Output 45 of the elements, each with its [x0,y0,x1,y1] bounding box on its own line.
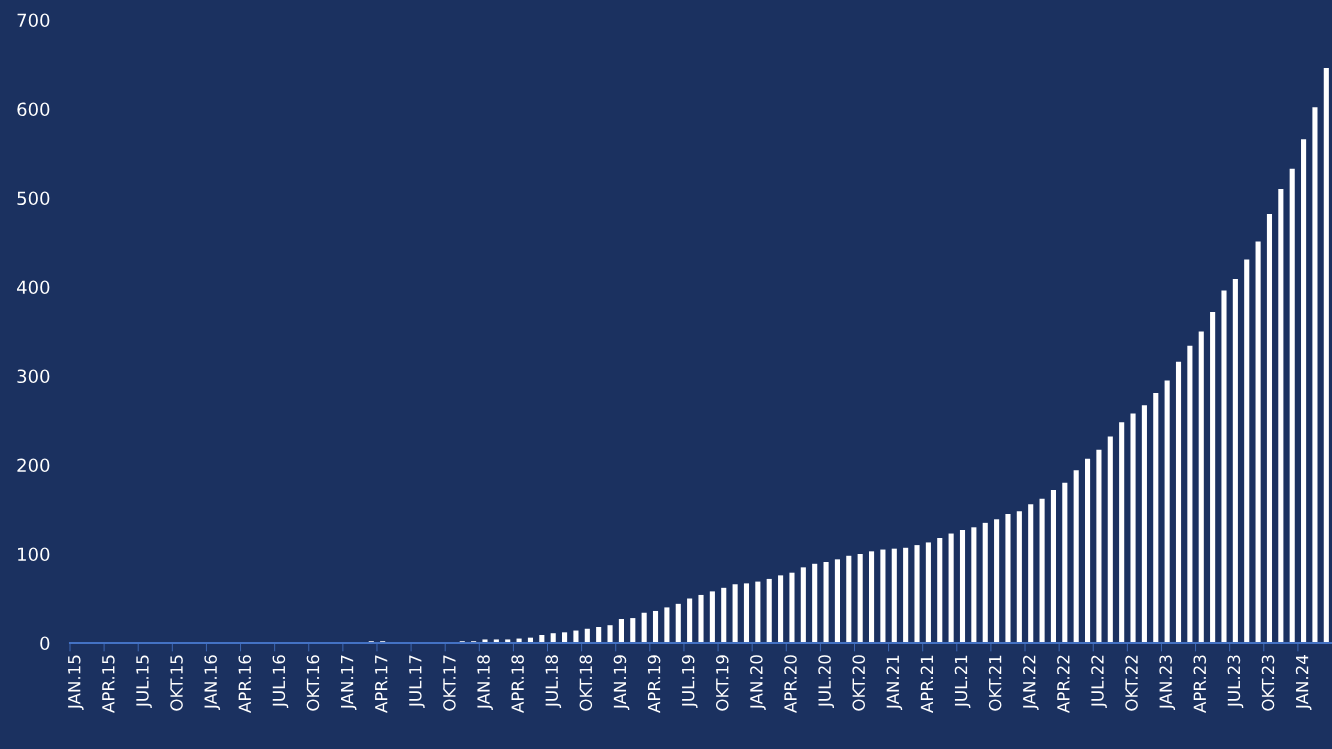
x-tick-label: OKT.21 [988,655,1002,711]
y-tick-label: 0 [40,636,50,651]
x-tick-label: OKT.15 [170,655,183,711]
x-tick-label: JAN.24 [1295,655,1312,710]
x-tick-label: APR.21 [920,655,933,713]
x-tick-label: APR.15 [102,655,115,713]
x-tick-label: OKT.23 [1261,655,1275,711]
x-tick-label: JAN.18 [477,655,493,710]
x-tick-label: JAN.19 [613,655,630,710]
x-tick-label: JUL.19 [681,655,698,708]
y-tick-label: 100 [18,547,50,562]
y-tick-label: 200 [17,458,50,473]
x-tick-label: JUL.21 [954,655,971,708]
x-tick-label: JAN.23 [1159,655,1176,710]
x-tick-label: OKT.19 [715,655,729,711]
x-tick-label: APR.17 [375,655,388,713]
x-tick-label: APR.23 [1193,655,1207,713]
x-tick-label: OKT.17 [443,655,456,711]
x-tick-label: JUL.23 [1227,655,1244,708]
x-tick-label: JAN.17 [341,655,357,710]
y-tick-label: 700 [17,13,50,28]
x-tick-label: APR.19 [647,655,661,713]
x-tick-label: OKT.18 [579,655,593,711]
x-tick-label: JAN.21 [886,655,903,710]
y-tick-label: 600 [17,102,50,117]
x-tick-label: APR.20 [784,655,797,713]
x-tick-label: APR.18 [511,655,524,713]
x-tick-label: OKT.20 [852,655,866,711]
x-tick-label: JAN.15 [68,655,84,710]
x-tick-label: OKT.22 [1125,655,1138,711]
x-tick-label: JUL.18 [545,655,562,708]
x-tick-label: APR.16 [238,655,252,713]
x-tick-label: JAN.16 [204,655,221,710]
x-tick-label: JUL.15 [136,655,152,708]
x-tick-label: JUL.16 [272,655,289,708]
y-tick-label: 500 [17,191,50,206]
y-tick-label: 400 [16,280,50,295]
x-tick-label: JAN.20 [750,655,766,710]
x-tick-label: OKT.16 [306,655,320,711]
x-tick-label: JUL.17 [409,655,425,708]
x-tick-label: JUL.22 [1091,655,1107,708]
x-tick-label: APR.22 [1057,655,1070,713]
x-tick-label: JUL.20 [818,655,834,708]
x-tick-label: JAN.22 [1022,655,1039,710]
y-tick-label: 300 [17,369,50,384]
